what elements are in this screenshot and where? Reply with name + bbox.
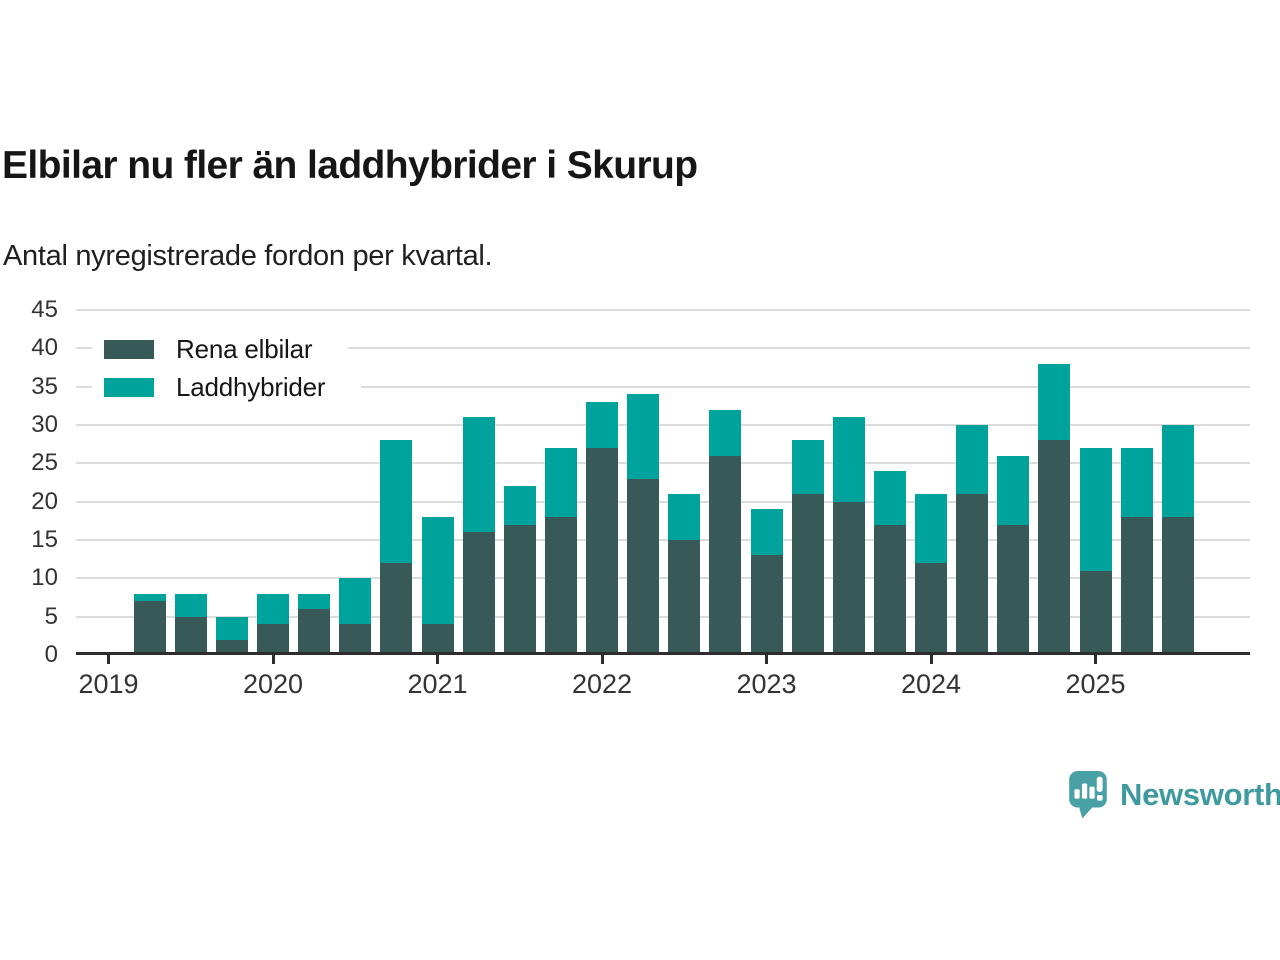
bar-2025-Q3-laddhybrider — [1161, 425, 1194, 517]
gridline-25 — [76, 462, 1250, 465]
x-axis-label-2024: 2024 — [900, 669, 962, 699]
bar-2021-Q1-laddhybrider — [421, 517, 454, 625]
page-title: Elbilar nu fler än laddhybrider i Skurup — [2, 144, 698, 187]
brand-name: Newsworthy — [1120, 777, 1280, 812]
legend-item-rena-elbilar: Rena elbilar — [92, 330, 349, 368]
bar-2021-Q4-laddhybrider — [544, 448, 577, 517]
gridline-10 — [76, 577, 1250, 580]
y-axis-tick-label-15: 15 — [31, 526, 58, 553]
bar-2020-Q1-rena-elbilar — [257, 624, 289, 655]
gridline-40 — [76, 347, 1250, 350]
bar-2025-Q3-rena-elbilar — [1161, 517, 1194, 655]
bar-2025-Q1-rena-elbilar — [1079, 570, 1112, 655]
chart-subtitle: Antal nyregistrerade fordon per kvartal. — [3, 240, 493, 272]
x-axis-tick-2022 — [600, 655, 604, 664]
gridline-20 — [76, 500, 1250, 503]
gridline-5 — [76, 615, 1250, 618]
bar-2024-Q2-rena-elbilar — [956, 494, 989, 655]
bar-2019-Q4-laddhybrider — [215, 616, 248, 640]
legend-label-laddhybrider: Laddhybrider — [176, 371, 326, 402]
x-axis-tick-2025 — [1094, 655, 1097, 664]
chart-legend: Rena elbilar Laddhybrider — [92, 330, 362, 406]
brand-footer: Newsworthy — [1069, 771, 1280, 819]
bar-2019-Q3-laddhybrider — [174, 593, 207, 617]
bar-2023-Q1-rena-elbilar — [750, 555, 783, 655]
bar-2021-Q1-rena-elbilar — [421, 624, 454, 655]
bar-2023-Q4-rena-elbilar — [873, 524, 906, 655]
x-axis-tick-2019 — [107, 655, 110, 664]
x-axis-label-2022: 2022 — [571, 669, 633, 699]
y-axis-tick-label-30: 30 — [31, 411, 58, 438]
bar-2024-Q2-laddhybrider — [956, 425, 989, 494]
x-axis-tick-2024 — [929, 655, 933, 664]
legend-item-laddhybrider: Laddhybrider — [92, 368, 362, 406]
x-axis-line — [76, 652, 1250, 655]
gridline-30 — [76, 424, 1250, 426]
bar-2025-Q1-laddhybrider — [1079, 448, 1112, 571]
newsworthy-logo-icon — [1069, 771, 1107, 819]
bar-2022-Q3-rena-elbilar — [668, 540, 701, 655]
bar-2023-Q4-laddhybrider — [873, 471, 906, 525]
y-axis-tick-label-20: 20 — [31, 487, 58, 515]
bar-2024-Q4-laddhybrider — [1038, 363, 1071, 441]
y-axis-tick-label-35: 35 — [31, 372, 58, 400]
y-axis-tick-label-40: 40 — [31, 334, 58, 362]
y-axis-tick-label-0: 0 — [44, 641, 58, 668]
bar-2021-Q4-rena-elbilar — [544, 517, 577, 655]
x-axis-label-2023: 2023 — [736, 669, 797, 699]
bar-2025-Q2-rena-elbilar — [1120, 517, 1153, 655]
legend-swatch-rena-elbilar — [104, 339, 154, 359]
bar-2019-Q3-rena-elbilar — [174, 616, 207, 655]
bar-2022-Q1-rena-elbilar — [586, 448, 618, 655]
bar-2022-Q3-laddhybrider — [668, 494, 701, 540]
bar-2022-Q1-laddhybrider — [586, 402, 618, 448]
bar-2020-Q2-laddhybrider — [298, 593, 331, 609]
bar-2023-Q1-laddhybrider — [750, 509, 783, 556]
bar-2019-Q2-laddhybrider — [133, 593, 166, 602]
y-axis-tick-label-10: 10 — [31, 564, 58, 592]
bar-2021-Q3-laddhybrider — [503, 486, 536, 525]
bar-2023-Q2-laddhybrider — [791, 440, 824, 494]
bar-2021-Q2-rena-elbilar — [462, 532, 495, 655]
legend-label-rena-elbilar: Rena elbilar — [176, 333, 313, 364]
bar-2023-Q2-rena-elbilar — [791, 494, 824, 655]
bar-2021-Q2-laddhybrider — [462, 417, 495, 533]
y-axis-tick-label-45: 45 — [31, 296, 58, 323]
bar-2025-Q2-laddhybrider — [1120, 448, 1153, 517]
bar-2024-Q1-laddhybrider — [915, 494, 947, 563]
y-axis-tick-label-5: 5 — [44, 602, 58, 630]
bar-2024-Q3-laddhybrider — [997, 455, 1030, 525]
y-axis-tick-label-25: 25 — [31, 449, 58, 477]
bar-2019-Q2-rena-elbilar — [133, 601, 166, 655]
x-axis-tick-2021 — [436, 655, 439, 664]
gridline-15 — [76, 539, 1250, 541]
bar-2020-Q2-rena-elbilar — [298, 609, 331, 655]
bar-2020-Q3-laddhybrider — [339, 578, 372, 625]
x-axis-tick-2023 — [765, 655, 768, 664]
bar-2024-Q1-rena-elbilar — [915, 563, 947, 655]
bar-2022-Q4-rena-elbilar — [709, 455, 742, 655]
bar-2020-Q4-rena-elbilar — [380, 563, 413, 655]
bar-2019-Q4-rena-elbilar — [215, 639, 248, 655]
bar-2022-Q2-rena-elbilar — [627, 478, 660, 655]
bar-2023-Q3-laddhybrider — [832, 417, 865, 502]
legend-swatch-laddhybrider — [104, 377, 154, 397]
bar-2020-Q1-laddhybrider — [257, 593, 289, 625]
x-axis-label-2019: 2019 — [78, 669, 139, 699]
bar-2020-Q3-rena-elbilar — [339, 624, 372, 655]
bar-2023-Q3-rena-elbilar — [832, 501, 865, 655]
bar-2020-Q4-laddhybrider — [380, 440, 413, 563]
bar-2024-Q3-rena-elbilar — [997, 524, 1030, 655]
bar-2021-Q3-rena-elbilar — [503, 524, 536, 655]
bar-2022-Q2-laddhybrider — [627, 394, 660, 479]
bar-2024-Q4-rena-elbilar — [1038, 440, 1071, 655]
x-axis-label-2021: 2021 — [407, 669, 468, 699]
x-axis-label-2025: 2025 — [1065, 669, 1126, 699]
x-axis-tick-2020 — [271, 655, 275, 664]
x-axis-label-2020: 2020 — [242, 669, 304, 699]
bar-2022-Q4-laddhybrider — [709, 409, 742, 456]
gridline-35 — [76, 385, 1250, 388]
gridline-45 — [76, 309, 1250, 311]
